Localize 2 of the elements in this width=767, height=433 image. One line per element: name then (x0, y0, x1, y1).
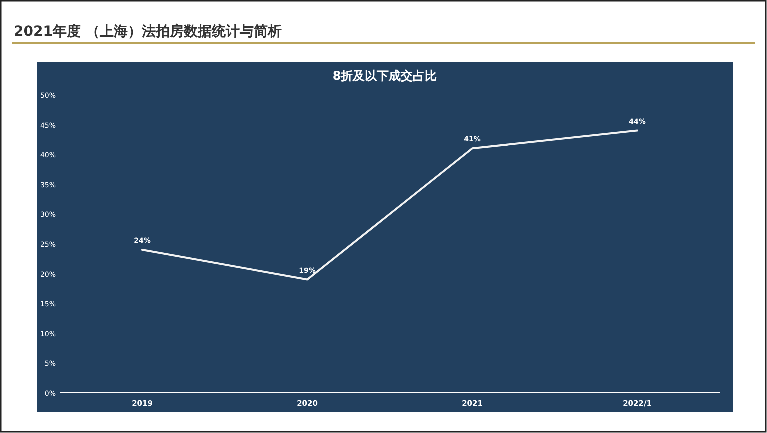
chart-title: 2021年度 （上海）法拍房数据统计与简析 (14, 23, 282, 40)
chart-subtitle: 8折及以下成交占比 (332, 69, 438, 83)
